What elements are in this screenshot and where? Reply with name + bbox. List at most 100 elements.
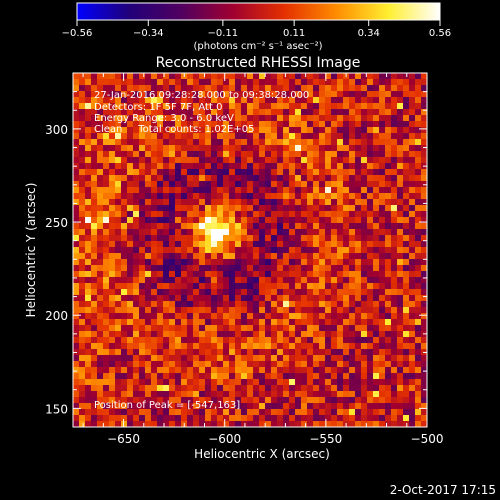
heatmap-cell bbox=[331, 385, 338, 392]
heatmap-cell bbox=[379, 307, 386, 314]
heatmap-cell bbox=[103, 91, 110, 98]
heatmap-cell bbox=[91, 391, 98, 398]
heatmap-cell bbox=[85, 307, 92, 314]
heatmap-cell bbox=[103, 187, 110, 194]
heatmap-cell bbox=[163, 85, 170, 92]
heatmap-cell bbox=[103, 409, 110, 416]
heatmap-cell bbox=[253, 259, 260, 266]
heatmap-cell bbox=[265, 79, 272, 86]
heatmap-cell bbox=[223, 115, 230, 122]
heatmap-cell bbox=[355, 115, 362, 122]
heatmap-cell bbox=[277, 379, 284, 386]
heatmap-cell bbox=[97, 361, 104, 368]
heatmap-cell bbox=[247, 169, 254, 176]
heatmap-cell bbox=[97, 271, 104, 278]
heatmap-cell bbox=[133, 79, 140, 86]
heatmap-cell bbox=[163, 223, 170, 230]
heatmap-cell bbox=[409, 145, 416, 152]
heatmap-cell bbox=[181, 85, 188, 92]
heatmap-cell bbox=[379, 163, 386, 170]
heatmap-cell bbox=[313, 97, 320, 104]
heatmap-cell bbox=[169, 289, 176, 296]
heatmap-cell bbox=[145, 91, 152, 98]
heatmap-cell bbox=[109, 193, 116, 200]
heatmap-cell bbox=[103, 103, 110, 110]
heatmap-cell bbox=[391, 289, 398, 296]
heatmap-cell bbox=[79, 373, 86, 380]
heatmap-cell bbox=[175, 205, 182, 212]
heatmap-cell bbox=[79, 181, 86, 188]
heatmap-cell bbox=[193, 73, 200, 80]
heatmap-cell bbox=[253, 139, 260, 146]
heatmap-cell bbox=[415, 397, 422, 404]
heatmap-cell bbox=[205, 355, 212, 362]
heatmap-cell bbox=[187, 337, 194, 344]
heatmap-cell bbox=[271, 319, 278, 326]
heatmap-cell bbox=[85, 187, 92, 194]
heatmap-cell bbox=[301, 373, 308, 380]
heatmap-cell bbox=[229, 415, 236, 422]
heatmap-cell bbox=[73, 301, 80, 308]
heatmap-cell bbox=[355, 391, 362, 398]
heatmap-cell bbox=[229, 265, 236, 272]
heatmap-cell bbox=[109, 343, 116, 350]
heatmap-cell bbox=[349, 247, 356, 254]
heatmap-cell bbox=[217, 307, 224, 314]
heatmap-cell bbox=[265, 223, 272, 230]
heatmap-cell bbox=[331, 169, 338, 176]
heatmap-cell bbox=[85, 217, 92, 224]
heatmap-cell bbox=[409, 223, 416, 230]
heatmap-cell bbox=[97, 367, 104, 374]
heatmap-cell bbox=[175, 181, 182, 188]
heatmap-cell bbox=[289, 133, 296, 140]
heatmap-cell bbox=[91, 313, 98, 320]
heatmap-cell bbox=[241, 355, 248, 362]
heatmap-cell bbox=[109, 73, 116, 80]
heatmap-cell bbox=[247, 73, 254, 80]
heatmap-cell bbox=[259, 211, 266, 218]
heatmap-cell bbox=[313, 139, 320, 146]
heatmap-cell bbox=[397, 379, 404, 386]
heatmap-cell bbox=[217, 367, 224, 374]
heatmap-cell bbox=[415, 355, 422, 362]
heatmap-cell bbox=[271, 211, 278, 218]
heatmap-cell bbox=[211, 289, 218, 296]
y-tick-label: 150 bbox=[45, 402, 68, 416]
heatmap-cell bbox=[127, 235, 134, 242]
heatmap-cell bbox=[133, 313, 140, 320]
heatmap-cell bbox=[289, 205, 296, 212]
heatmap-cell bbox=[337, 247, 344, 254]
heatmap-cell bbox=[349, 229, 356, 236]
heatmap-cell bbox=[97, 157, 104, 164]
heatmap-cell bbox=[271, 403, 278, 410]
heatmap-cell bbox=[325, 91, 332, 98]
heatmap-cell bbox=[313, 277, 320, 284]
heatmap-cell bbox=[217, 163, 224, 170]
heatmap-cell bbox=[169, 391, 176, 398]
heatmap-cell bbox=[157, 355, 164, 362]
heatmap-cell bbox=[187, 103, 194, 110]
heatmap-cell bbox=[421, 103, 428, 110]
heatmap-cell bbox=[193, 199, 200, 206]
heatmap-cell bbox=[157, 109, 164, 116]
heatmap-cell bbox=[85, 157, 92, 164]
heatmap-cell bbox=[103, 271, 110, 278]
heatmap-cell bbox=[313, 151, 320, 158]
heatmap-cell bbox=[157, 247, 164, 254]
heatmap-cell bbox=[193, 325, 200, 332]
heatmap-cell bbox=[409, 211, 416, 218]
heatmap-cell bbox=[283, 319, 290, 326]
heatmap-cell bbox=[373, 223, 380, 230]
heatmap-cell bbox=[133, 247, 140, 254]
heatmap-cell bbox=[421, 283, 428, 290]
heatmap-cell bbox=[391, 379, 398, 386]
heatmap-cell bbox=[151, 121, 158, 128]
heatmap-cell bbox=[97, 409, 104, 416]
heatmap-cell bbox=[73, 259, 80, 266]
heatmap-cell bbox=[415, 391, 422, 398]
heatmap-cell bbox=[115, 127, 122, 134]
heatmap-cell bbox=[307, 301, 314, 308]
heatmap-cell bbox=[253, 103, 260, 110]
heatmap-cell bbox=[97, 73, 104, 80]
heatmap-cell bbox=[403, 331, 410, 338]
